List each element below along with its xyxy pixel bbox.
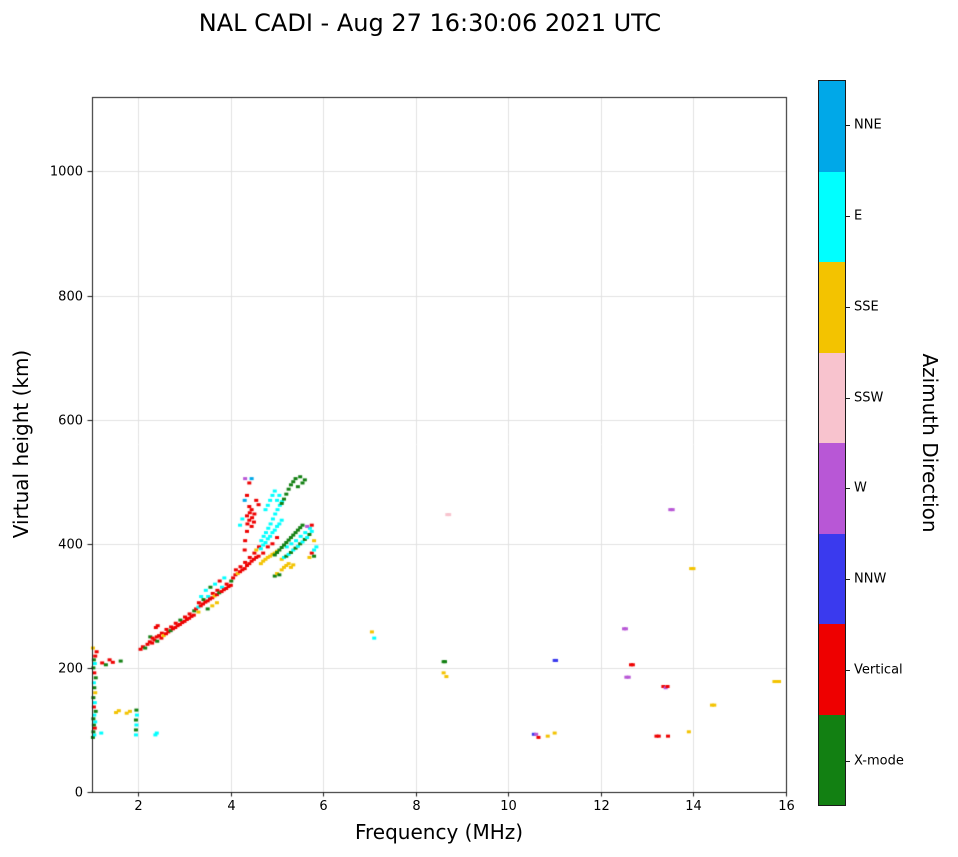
x-tick-label: 14 bbox=[685, 799, 702, 814]
x-tick-label: 16 bbox=[778, 799, 795, 814]
x-tick-label: 10 bbox=[500, 799, 517, 814]
colorbar-category-label-w: W bbox=[854, 480, 867, 496]
colorbar-category-label-nnw: NNW bbox=[854, 571, 887, 587]
colorbar-segment-nnw bbox=[819, 533, 845, 624]
colorbar-category-label-x-mode: X-mode bbox=[854, 753, 904, 769]
colorbar-segment-nne bbox=[819, 81, 845, 172]
y-tick-label: 0 bbox=[74, 785, 83, 800]
colorbar-segment-w bbox=[819, 443, 845, 534]
colorbar-tick bbox=[846, 398, 850, 399]
x-tick-label: 4 bbox=[227, 799, 236, 814]
azimuth-colorbar bbox=[818, 80, 846, 806]
colorbar-segment-e bbox=[819, 171, 845, 262]
colorbar-tick bbox=[846, 125, 850, 126]
y-tick-label: 800 bbox=[58, 289, 83, 304]
colorbar-tick bbox=[846, 670, 850, 671]
colorbar-tick bbox=[846, 579, 850, 580]
y-tick-label: 400 bbox=[58, 537, 83, 552]
colorbar-category-label-vertical: Vertical bbox=[854, 662, 903, 678]
x-tick-label: 2 bbox=[134, 799, 143, 814]
colorbar-category-label-nne: NNE bbox=[854, 117, 882, 133]
y-tick-label: 1000 bbox=[49, 164, 83, 179]
colorbar-tick bbox=[846, 216, 850, 217]
y-tick-label: 200 bbox=[58, 661, 83, 676]
x-axis-label: Frequency (MHz) bbox=[354, 820, 524, 844]
colorbar-category-label-e: E bbox=[854, 208, 863, 224]
x-tick-label: 12 bbox=[593, 799, 610, 814]
y-axis-label: Virtual height (km) bbox=[9, 349, 33, 539]
colorbar-tick bbox=[846, 307, 850, 308]
x-tick-label: 8 bbox=[412, 799, 421, 814]
colorbar-segment-sse bbox=[819, 262, 845, 353]
y-tick-label: 600 bbox=[58, 413, 83, 428]
colorbar-category-label-ssw: SSW bbox=[854, 390, 884, 406]
colorbar-tick bbox=[846, 761, 850, 762]
colorbar-segment-x-mode bbox=[819, 714, 845, 805]
colorbar-category-label-sse: SSE bbox=[854, 299, 879, 315]
colorbar-segment-ssw bbox=[819, 352, 845, 443]
colorbar-axis-label: Azimuth Direction bbox=[918, 353, 942, 533]
colorbar-segment-vertical bbox=[819, 624, 845, 715]
x-tick-label: 6 bbox=[319, 799, 328, 814]
colorbar-tick bbox=[846, 488, 850, 489]
